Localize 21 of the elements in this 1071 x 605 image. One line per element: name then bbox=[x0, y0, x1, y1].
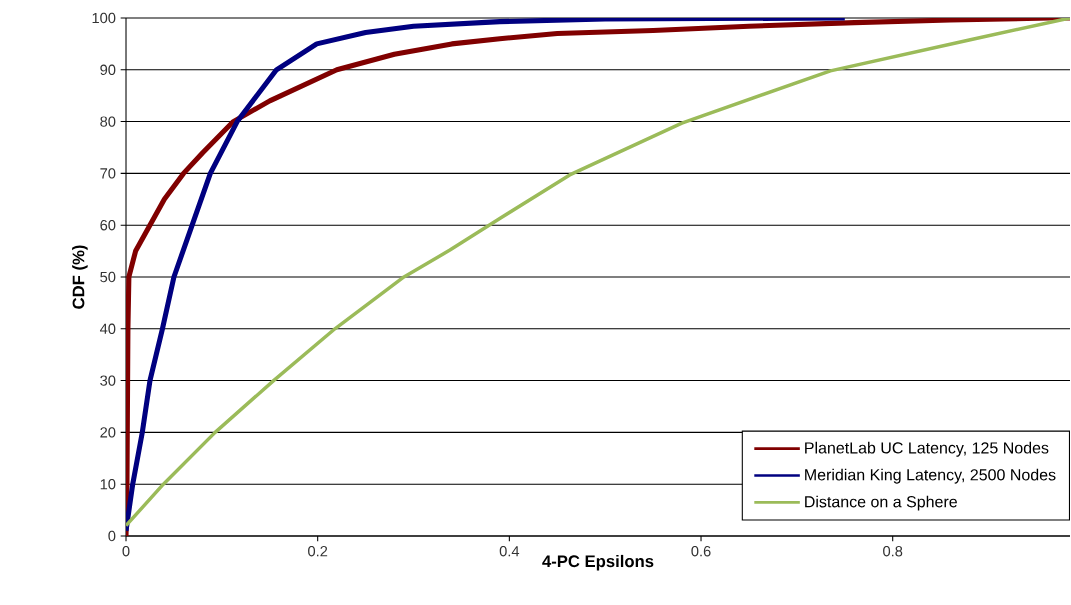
x-tick-label: 0 bbox=[122, 546, 130, 557]
y-tick-label: 0 bbox=[108, 530, 116, 542]
x-tick-label: 0.8 bbox=[883, 546, 903, 557]
x-tick-label: 0.2 bbox=[308, 546, 328, 557]
y-tick-label: 60 bbox=[100, 220, 116, 231]
y-tick-label: 40 bbox=[99, 323, 116, 334]
y-tick-label: 30 bbox=[100, 375, 116, 386]
x-axis-title: 4-PC Epsilons bbox=[542, 554, 654, 571]
x-tick-label: 0.4 bbox=[499, 546, 520, 557]
y-tick-label: 100 bbox=[92, 12, 116, 24]
y-tick-label: 10 bbox=[100, 479, 116, 490]
y-tick-label: 50 bbox=[100, 271, 116, 283]
legend-label: Meridian King Latency, 2500 Nodes bbox=[805, 468, 1056, 484]
legend-label: Distance on a Sphere bbox=[805, 495, 957, 511]
x-tick-label: 0.6 bbox=[691, 546, 711, 557]
y-tick-label: 90 bbox=[100, 64, 116, 75]
y-tick-label: 70 bbox=[100, 168, 116, 179]
y-tick-label: 80 bbox=[100, 116, 116, 127]
legend-label: PlanetLab UC Latency, 125 Nodes bbox=[805, 441, 1049, 457]
y-tick-label: 20 bbox=[100, 427, 116, 438]
y-axis-title: CDF (%) bbox=[72, 245, 88, 309]
